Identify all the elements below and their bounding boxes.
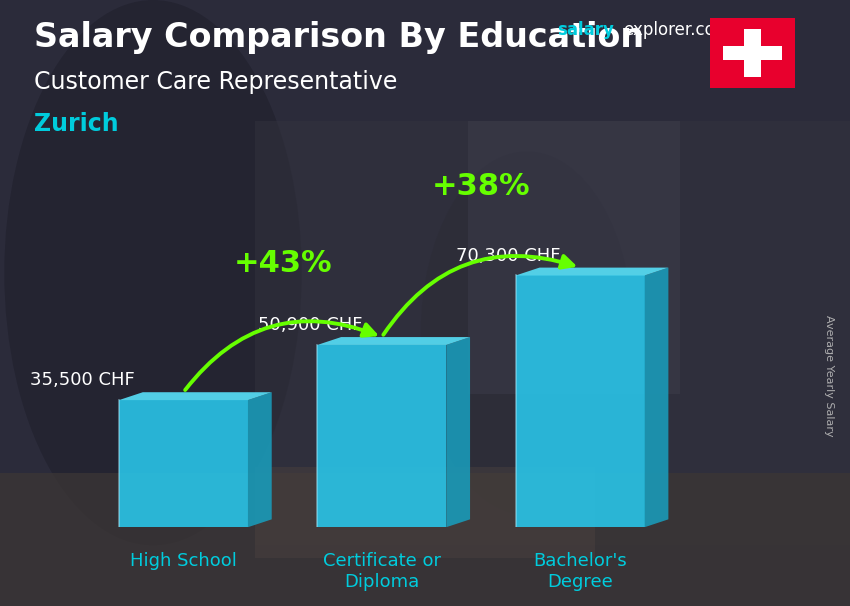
Text: 35,500 CHF: 35,500 CHF: [30, 371, 134, 390]
Text: Certificate or
Diploma: Certificate or Diploma: [323, 552, 441, 591]
Bar: [744, 28, 761, 78]
Polygon shape: [516, 276, 644, 527]
Polygon shape: [248, 392, 272, 527]
Text: 50,900 CHF: 50,900 CHF: [258, 316, 362, 335]
Bar: [468, 121, 680, 394]
Text: +43%: +43%: [233, 249, 332, 278]
Bar: [255, 467, 595, 558]
Polygon shape: [119, 392, 272, 400]
Polygon shape: [317, 337, 470, 345]
FancyArrowPatch shape: [383, 256, 574, 335]
Ellipse shape: [421, 152, 633, 515]
FancyArrowPatch shape: [185, 321, 375, 390]
Bar: [722, 46, 782, 60]
Polygon shape: [317, 345, 446, 527]
Text: 70,300 CHF: 70,300 CHF: [456, 247, 561, 265]
Text: explorer.com: explorer.com: [623, 21, 731, 39]
Text: salary: salary: [557, 21, 614, 39]
Bar: [0, 473, 850, 606]
Polygon shape: [516, 268, 668, 276]
Text: Average Yearly Salary: Average Yearly Salary: [824, 315, 834, 436]
Text: Customer Care Representative: Customer Care Representative: [34, 70, 397, 94]
Polygon shape: [119, 400, 248, 527]
Bar: [255, 121, 850, 545]
Text: +38%: +38%: [432, 171, 530, 201]
Polygon shape: [644, 268, 668, 527]
Ellipse shape: [4, 0, 302, 545]
Text: Salary Comparison By Education: Salary Comparison By Education: [34, 21, 644, 54]
Text: High School: High School: [130, 552, 237, 570]
Text: Bachelor's
Degree: Bachelor's Degree: [533, 552, 627, 591]
Polygon shape: [446, 337, 470, 527]
Text: Zurich: Zurich: [34, 112, 119, 136]
